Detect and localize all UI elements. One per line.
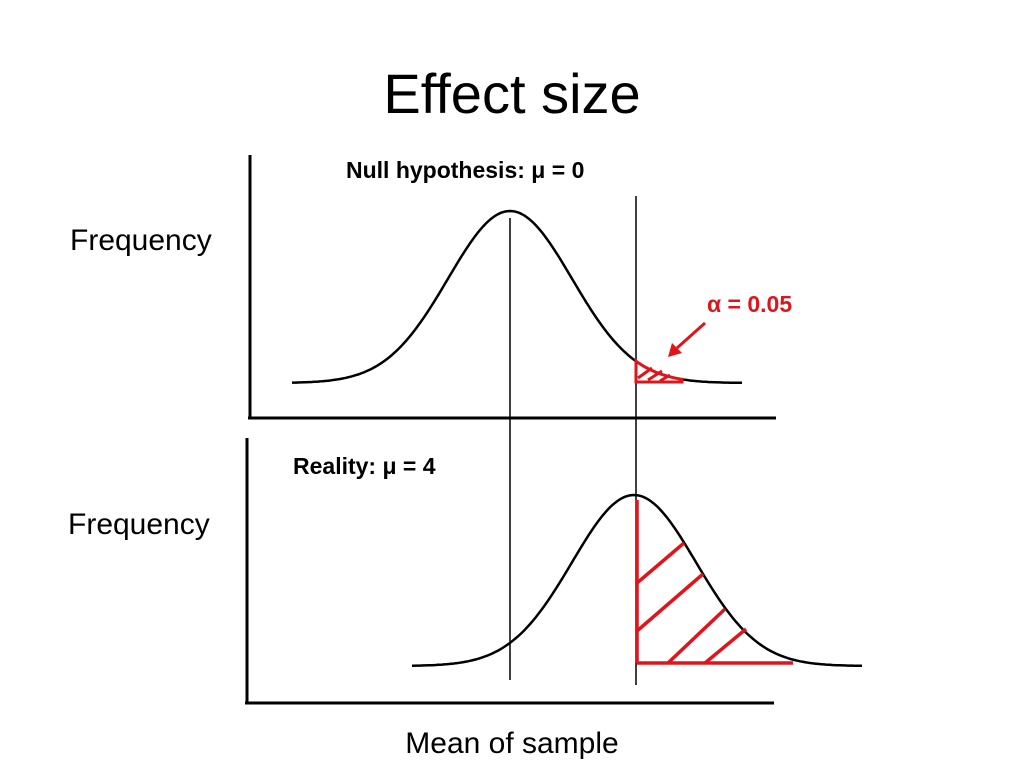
slide-title: Effect size: [383, 62, 641, 125]
top-y-axis-label: Frequency: [70, 224, 212, 257]
alpha-region: [634, 358, 684, 384]
alpha-hatch-3: [659, 373, 671, 383]
power-region: [635, 500, 793, 665]
bottom-axes: [245, 438, 774, 705]
null-hypothesis-caption: Null hypothesis: μ = 0: [346, 157, 585, 183]
alpha-hatch-2: [647, 369, 663, 382]
bottom-y-axis-label: Frequency: [68, 508, 210, 541]
alpha-value: = 0.05: [727, 291, 793, 317]
alpha-hatch-1: [637, 366, 653, 380]
power-hatch-3: [666, 607, 727, 665]
alpha-symbol: α: [707, 291, 722, 317]
alpha-arrow: [668, 321, 706, 357]
power-hatch-2: [635, 572, 705, 633]
x-axis-label: Mean of sample: [405, 727, 619, 760]
reality-distribution-curve: [412, 493, 862, 668]
alpha-arrow-shaft: [676, 321, 706, 350]
power-hatch-1: [635, 541, 686, 585]
alpha-arrow-head: [668, 343, 682, 357]
reality-caption: Reality: μ = 4: [293, 453, 436, 479]
alpha-label: α = 0.05: [707, 291, 792, 317]
power-hatch-4: [703, 627, 748, 665]
null-distribution-curve: [292, 209, 742, 385]
top-axes: [248, 155, 776, 420]
